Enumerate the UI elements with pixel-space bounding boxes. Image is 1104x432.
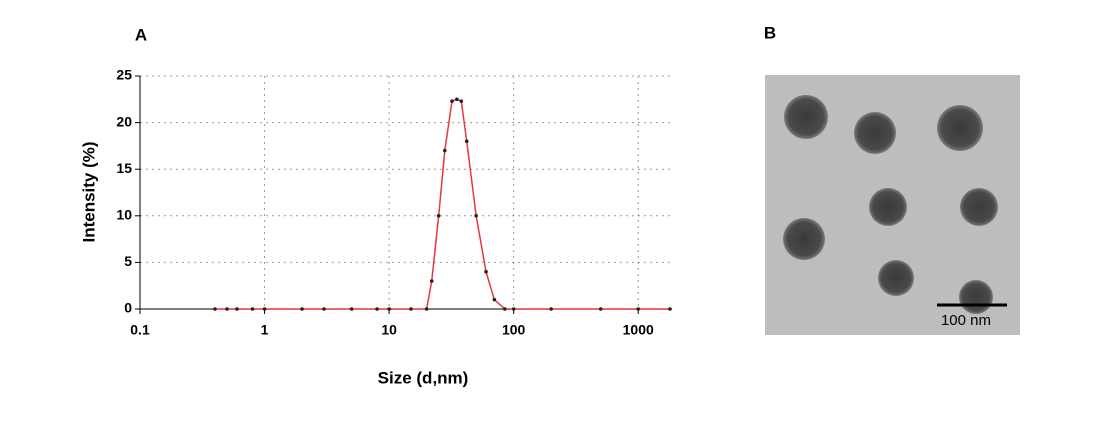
tem-image: 100 nm (765, 75, 1020, 335)
y-tick-label: 20 (116, 113, 132, 129)
data-point (375, 307, 379, 311)
data-point (464, 139, 469, 144)
x-tick-label: 0.1 (130, 322, 150, 338)
data-point (484, 269, 488, 274)
particle (959, 280, 993, 314)
data-point (442, 148, 447, 153)
particle (937, 105, 983, 151)
data-point (503, 307, 507, 311)
panel-label: A (135, 25, 147, 44)
y-tick-label: 10 (116, 207, 132, 223)
data-point (250, 307, 255, 311)
data-point (424, 307, 429, 311)
data-point (322, 307, 326, 311)
y-axis-label: Intensity (%) (79, 141, 98, 242)
data-point (492, 297, 497, 302)
data-point (549, 307, 553, 311)
x-tick-label: 10 (381, 322, 397, 338)
data-point (668, 307, 672, 311)
data-point (225, 307, 229, 311)
data-line (214, 98, 670, 310)
particle (783, 218, 825, 260)
x-tick-label: 1000 (623, 322, 654, 338)
particle (784, 95, 828, 139)
data-point (436, 214, 441, 218)
data-point (474, 214, 478, 218)
data-point (409, 307, 413, 311)
data-point (459, 99, 464, 103)
x-tick-label: 1 (261, 322, 269, 338)
particle (854, 112, 896, 154)
plot: 0 5 10 15 20 25 0.1 1 10 100 1000 (116, 67, 672, 338)
panel-label: B (764, 23, 776, 42)
x-tick-label: 100 (502, 322, 526, 338)
data-point (349, 307, 354, 311)
data-point (262, 307, 267, 311)
data-point (598, 307, 603, 311)
data-point (300, 307, 304, 311)
particle (869, 188, 907, 226)
data-point (450, 99, 454, 103)
particle (960, 188, 998, 226)
y-tick-label: 0 (124, 300, 132, 316)
data-point (235, 307, 239, 311)
data-point (429, 279, 434, 283)
y-tick-label: 15 (116, 160, 132, 176)
particle (878, 260, 914, 296)
data-point (387, 307, 391, 311)
y-tick-label: 25 (116, 67, 132, 83)
data-point (511, 307, 516, 311)
y-tick-label: 5 (124, 253, 132, 269)
scale-bar-label: 100 nm (941, 312, 991, 329)
x-axis-label: Size (d,nm) (378, 368, 469, 387)
data-point (636, 307, 641, 311)
data-point (455, 97, 459, 102)
data-point (213, 307, 217, 311)
